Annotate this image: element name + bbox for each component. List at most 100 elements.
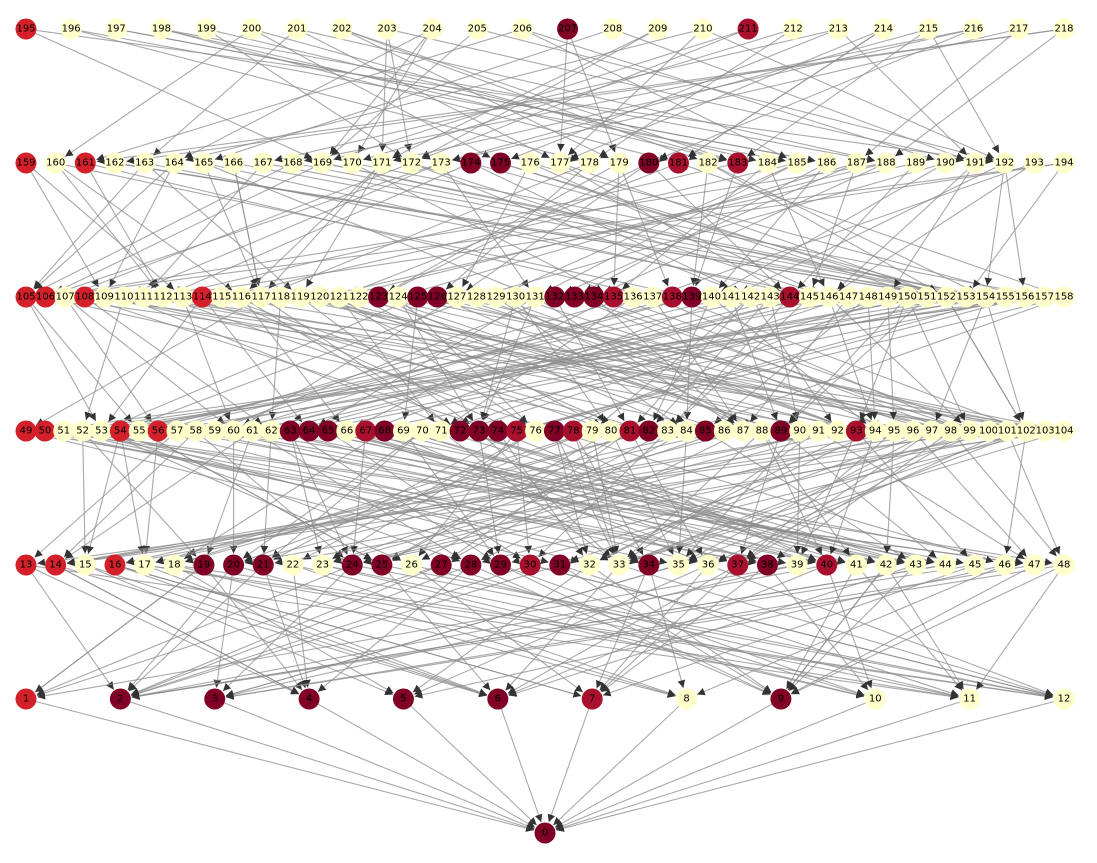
edge (388, 167, 611, 292)
node-label: 178 (580, 158, 599, 169)
node (105, 18, 127, 40)
edge (36, 567, 432, 697)
edge (351, 31, 728, 161)
node-label: 174 (461, 158, 480, 169)
edge (540, 567, 1053, 699)
edge (249, 169, 375, 290)
node-label: 111 (134, 292, 153, 303)
node (697, 554, 719, 576)
node (786, 152, 808, 174)
node-label: 80 (605, 426, 618, 437)
node (426, 286, 448, 308)
node-label: 20 (227, 560, 240, 571)
edge (481, 433, 979, 564)
edge (244, 433, 734, 564)
edge (260, 33, 491, 159)
node-label: 128 (467, 292, 486, 303)
node (1008, 18, 1030, 40)
edge (829, 574, 873, 689)
edge (36, 167, 284, 293)
edge (394, 433, 905, 565)
node (505, 286, 527, 308)
node (838, 286, 860, 308)
edge (388, 298, 940, 431)
edge (34, 570, 196, 693)
edge (213, 166, 525, 294)
node-label: 12 (1058, 694, 1071, 705)
node (147, 420, 169, 442)
edge (35, 32, 313, 159)
edge (81, 441, 89, 554)
node (918, 18, 940, 40)
node (902, 420, 924, 442)
node (534, 822, 556, 844)
node (466, 18, 488, 40)
edge (121, 441, 145, 554)
node (563, 286, 585, 308)
node (45, 152, 67, 174)
node (172, 286, 194, 308)
edge (356, 301, 605, 427)
edge (292, 441, 322, 554)
node (996, 420, 1018, 442)
edge (391, 435, 603, 560)
edge (290, 298, 978, 432)
edge (421, 566, 959, 699)
edge (126, 432, 696, 565)
edge (36, 701, 535, 832)
edge (600, 571, 731, 692)
node (371, 152, 393, 174)
node (506, 420, 528, 442)
edge (75, 297, 1035, 433)
edge (532, 31, 935, 161)
node-label: 90 (793, 426, 806, 437)
edge (500, 708, 543, 823)
node-label: 52 (76, 426, 89, 437)
node (578, 554, 600, 576)
edge (837, 169, 968, 290)
node (72, 420, 94, 442)
node-label: 93 (850, 426, 863, 437)
node (544, 286, 566, 308)
node-label: 85 (699, 426, 712, 437)
node (608, 554, 630, 576)
edge (545, 167, 788, 293)
edge (235, 173, 261, 286)
node (1053, 286, 1075, 308)
node (638, 554, 660, 576)
node-label: 63 (284, 426, 297, 437)
node-label: 54 (114, 426, 127, 437)
node-label: 199 (197, 24, 216, 35)
edge (891, 573, 965, 690)
node (808, 420, 830, 442)
node (368, 286, 390, 308)
node-label: 161 (76, 158, 95, 169)
edge (1003, 441, 1026, 554)
edge (226, 566, 1054, 700)
node-label: 218 (1054, 24, 1073, 35)
node (312, 152, 334, 174)
edge (919, 438, 1028, 557)
edge (791, 568, 1055, 695)
node-label: 184 (758, 158, 777, 169)
edge (317, 703, 536, 828)
edge (303, 164, 975, 298)
edge (109, 172, 170, 288)
node-label: 83 (661, 426, 674, 437)
node (676, 688, 698, 710)
node (90, 420, 112, 442)
node (104, 152, 126, 174)
node-label: 196 (62, 24, 81, 35)
edge (96, 29, 1054, 165)
node (638, 420, 660, 442)
node (430, 420, 452, 442)
edge (789, 303, 920, 424)
node-label: 29 (494, 560, 507, 571)
node-label: 34 (642, 560, 655, 571)
node (934, 152, 956, 174)
node (487, 688, 509, 710)
edge (531, 33, 787, 159)
edge (130, 568, 462, 696)
node-label: 160 (46, 158, 65, 169)
node (994, 554, 1016, 576)
